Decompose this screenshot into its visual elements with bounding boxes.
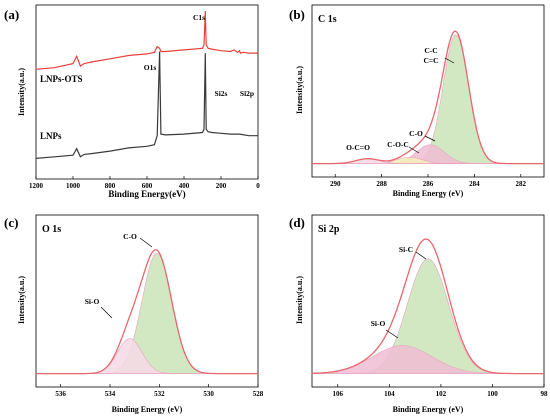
annotation-o1s: O1s — [144, 63, 157, 72]
envelope-line — [312, 238, 544, 375]
panel-c: (c) 536 534 532 530 528 O 1s Binding Energy … — [4, 214, 264, 414]
panel-d-title: Si 2p — [318, 224, 340, 235]
annotation-cc-double: C=C — [423, 56, 438, 65]
panel-a-plot: 1200 1000 800 600 400 200 0 — [29, 10, 260, 190]
annotation-si2p: Si2p — [240, 89, 254, 98]
annotation-c-sio: Si-O — [85, 297, 100, 306]
x-tick-label: 288 — [376, 180, 387, 188]
x-tick-label: 532 — [154, 390, 165, 398]
panel-b-xlabel: Binding Energy (eV) — [393, 189, 464, 198]
x-tick-label: 290 — [330, 180, 341, 188]
panel-d: (d) 106 104 102 100 98 Si 2p Binding Energy … — [289, 214, 549, 414]
annotation-si2s: Si2s — [215, 89, 228, 98]
panel-a-ylabel: Intensity(a.u.) — [17, 68, 26, 116]
annotation-oco: O-C=O — [346, 143, 370, 152]
panel-a-label: (a) — [4, 7, 19, 22]
x-tick-label: 104 — [384, 390, 395, 398]
x-tick-label: 282 — [516, 180, 527, 188]
x-tick-label: 284 — [469, 180, 480, 188]
annotation-co: C-O — [409, 129, 423, 138]
panel-b-plot: 290 288 286 284 282 — [312, 30, 544, 188]
x-tick-label: 530 — [203, 390, 214, 398]
annotation-cc: C-C — [424, 46, 437, 55]
annotation-d-sio: Si-O — [371, 319, 386, 328]
panel-c-frame — [35, 214, 259, 388]
x-tick-label: 800 — [105, 182, 116, 190]
legend-lnps-ots: LNPs-OTS — [40, 74, 83, 84]
panel-d-ylabel: Intensity(a.u.) — [295, 276, 304, 324]
annotation-coc: C-O-C — [387, 140, 409, 149]
annotation-c-co: C-O — [123, 232, 137, 241]
arrow-d-sio — [385, 329, 399, 339]
panel-d-label: (d) — [289, 215, 305, 230]
x-tick-label: 106 — [333, 390, 344, 398]
panel-a-xlabel: Binding Energy(eV) — [108, 189, 185, 199]
envelope-line — [312, 30, 544, 165]
panel-c-plot: 536 534 532 530 528 — [36, 249, 264, 398]
panel-c-title: O 1s — [42, 224, 61, 235]
panel-b-title: C 1s — [318, 14, 337, 25]
x-tick-label: 1200 — [29, 182, 44, 190]
arrow-c-co — [139, 237, 153, 248]
annotation-d-sic: Si-C — [399, 245, 413, 254]
x-tick-label: 200 — [216, 182, 227, 190]
panel-b: (b) 290 288 286 284 282 C 1s Binding Energy … — [289, 4, 545, 198]
panel-c-ylabel: Intensity(a.u.) — [17, 276, 26, 324]
arrow-co — [424, 135, 436, 142]
component-peak — [36, 252, 258, 374]
x-tick-label: 400 — [179, 182, 190, 190]
panel-d-xlabel: Binding Energy (eV) — [393, 405, 464, 414]
panel-b-ylabel: Intensity(a.u.) — [295, 66, 304, 114]
x-tick-label: 100 — [487, 390, 498, 398]
legend-lnps: LNPs — [40, 131, 62, 141]
x-tick-label: 1000 — [66, 182, 81, 190]
arrow-c-sio — [100, 306, 113, 319]
panel-c-label: (c) — [4, 215, 18, 230]
x-tick-label: 534 — [105, 390, 116, 398]
annotation-c1s: C1s — [193, 13, 205, 22]
arrow-d-sic — [415, 251, 427, 260]
x-tick-label: 102 — [436, 390, 447, 398]
x-tick-label: 528 — [253, 390, 264, 398]
series-line-lnps — [35, 51, 258, 159]
arrow-coc — [408, 146, 420, 154]
x-tick-label: 600 — [142, 182, 153, 190]
series-line-lnps-ots — [35, 10, 258, 70]
arrow-cc — [444, 57, 455, 64]
panel-d-plot: 106 104 102 100 98 — [311, 238, 549, 398]
x-tick-label: 0 — [256, 182, 260, 190]
x-tick-label: 286 — [423, 180, 434, 188]
panel-c-xlabel: Binding Energy (eV) — [112, 405, 183, 414]
x-tick-label: 536 — [55, 390, 66, 398]
envelope-line — [36, 249, 258, 375]
panel-d-frame — [311, 214, 545, 388]
panel-b-label: (b) — [289, 7, 305, 22]
panel-a: (a) 1200 1000 800 600 400 200 0 Binding Energy… — [4, 4, 260, 199]
x-tick-label: 98 — [541, 390, 549, 398]
